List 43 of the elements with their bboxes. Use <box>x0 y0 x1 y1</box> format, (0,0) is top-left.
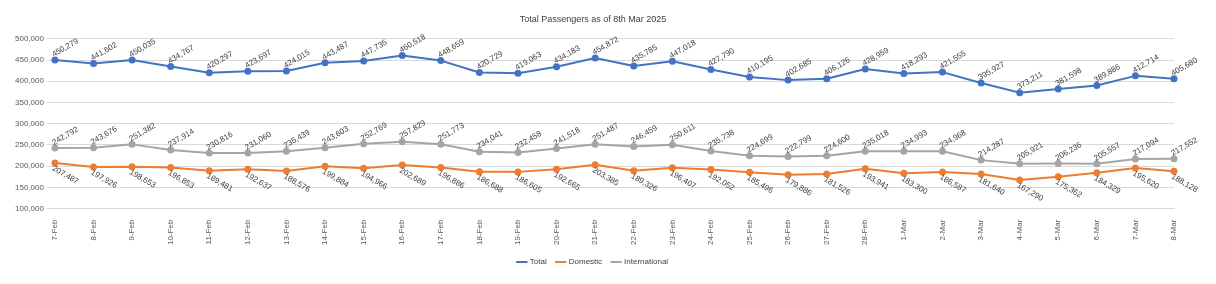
x-tick-label: 28-Feb <box>860 219 870 246</box>
y-tick-label: 250,000 <box>15 140 45 150</box>
y-tick-label: 100,000 <box>15 203 45 213</box>
x-tick-label: 5-Mar <box>1053 219 1063 241</box>
x-tick-label: 12-Feb <box>243 219 253 246</box>
x-tick-label: 21-Feb <box>590 219 600 246</box>
x-tick-label: 7-Mar <box>1130 219 1140 241</box>
legend-label: Total <box>529 257 547 267</box>
x-tick-label: 22-Feb <box>628 219 638 246</box>
x-tick-label: 11-Feb <box>204 219 214 245</box>
x-tick-label: 16-Feb <box>397 219 407 246</box>
x-tick-label: 1-Mar <box>899 219 909 241</box>
x-tick-label: 2-Mar <box>937 219 947 241</box>
y-tick-label: 300,000 <box>15 118 45 128</box>
x-tick-label: 6-Mar <box>1092 219 1102 241</box>
x-tick-label: 4-Mar <box>1014 219 1024 241</box>
x-tick-label: 10-Feb <box>165 219 175 246</box>
y-tick-label: 400,000 <box>15 76 45 86</box>
x-tick-label: 13-Feb <box>281 219 291 246</box>
x-tick-label: 24-Feb <box>706 219 716 246</box>
x-tick-label: 8-Feb <box>88 219 98 241</box>
x-tick-label: 7-Feb <box>50 219 60 241</box>
y-tick-label: 450,000 <box>15 55 45 65</box>
legend-label: Domestic <box>568 257 603 267</box>
x-tick-label: 8-Mar <box>1169 219 1179 241</box>
y-tick-label: 500,000 <box>15 34 45 43</box>
x-tick-label: 14-Feb <box>320 219 330 246</box>
x-tick-label: 3-Mar <box>976 219 986 241</box>
y-tick-label: 150,000 <box>15 182 45 192</box>
chart-title: Total Passengers as of 8th Mar 2025 <box>519 13 667 24</box>
y-tick-label: 350,000 <box>15 97 45 107</box>
y-tick-label: 200,000 <box>15 161 45 171</box>
x-tick-label: 26-Feb <box>783 219 793 246</box>
x-tick-label: 18-Feb <box>474 219 484 246</box>
legend-label: International <box>624 257 669 267</box>
x-tick-label: 17-Feb <box>436 219 446 246</box>
x-tick-label: 19-Feb <box>513 219 523 246</box>
x-tick-label: 25-Feb <box>744 219 754 246</box>
x-tick-label: 23-Feb <box>667 219 677 246</box>
x-tick-label: 9-Feb <box>127 219 137 241</box>
x-tick-label: 15-Feb <box>358 219 368 246</box>
x-tick-label: 27-Feb <box>821 219 831 246</box>
x-tick-label: 20-Feb <box>551 219 561 246</box>
